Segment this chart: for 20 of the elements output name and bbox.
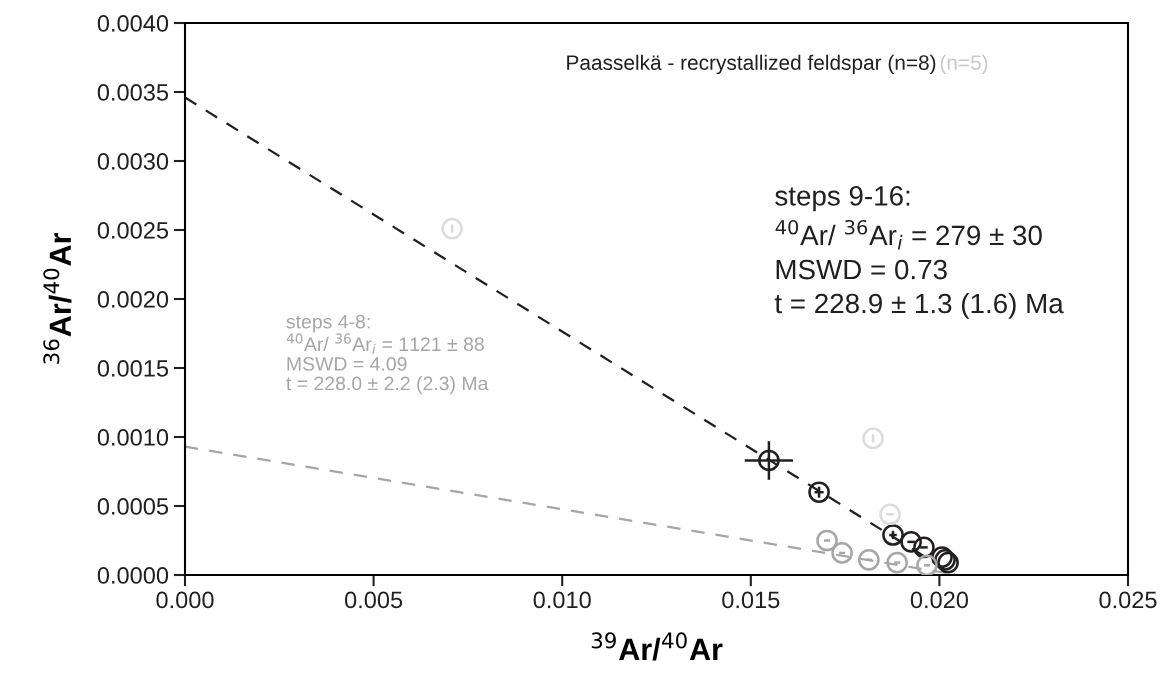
x-tick-label: 0.015 (722, 591, 780, 609)
y-tick-label: 0.0020 (97, 291, 169, 308)
y-tick-label: 0.0010 (97, 429, 169, 446)
x-axis-title: $^{39}$Ar/$^{40}$Ar (591, 632, 723, 661)
x-tick-label: 0.000 (156, 591, 214, 609)
x-tick-label: 0.005 (344, 591, 403, 609)
y-tick-label: 0.0005 (97, 498, 169, 515)
text: Paasselkä - recrystallized feldspar (n=8) (567, 54, 936, 75)
x-tick-label: 0.020 (910, 591, 969, 609)
text: steps 4-8: $^{40}$Ar/ $^{36}$Ar$_{i}$ = 1121 ± 88 MSWD = 4.09 t = 228.0 ± 2.2 (2.3) Ma (286, 314, 489, 395)
x-tick-label: 0.010 (533, 591, 591, 609)
y-tick-label: 0.0000 (97, 567, 169, 584)
text: steps 9-16: $^{40}$Ar/ $^{36}$Ar$_{i}$ = 279 ± 30 MSWD = 0.73 t = 228.9 ± 1.3 (1.6) Ma (774, 186, 1064, 319)
y-tick-label: 0.0030 (97, 153, 169, 170)
y-tick-label: 0.0015 (97, 360, 169, 377)
y-axis-title: $^{36}$Ar/$^{40}$Ar (43, 232, 72, 364)
y-tick-label: 0.0035 (97, 84, 169, 101)
y-tick-label: 0.0025 (97, 222, 169, 239)
y-tick-label: 0.0040 (97, 15, 169, 32)
x-tick-label: 0.025 (1099, 591, 1157, 609)
